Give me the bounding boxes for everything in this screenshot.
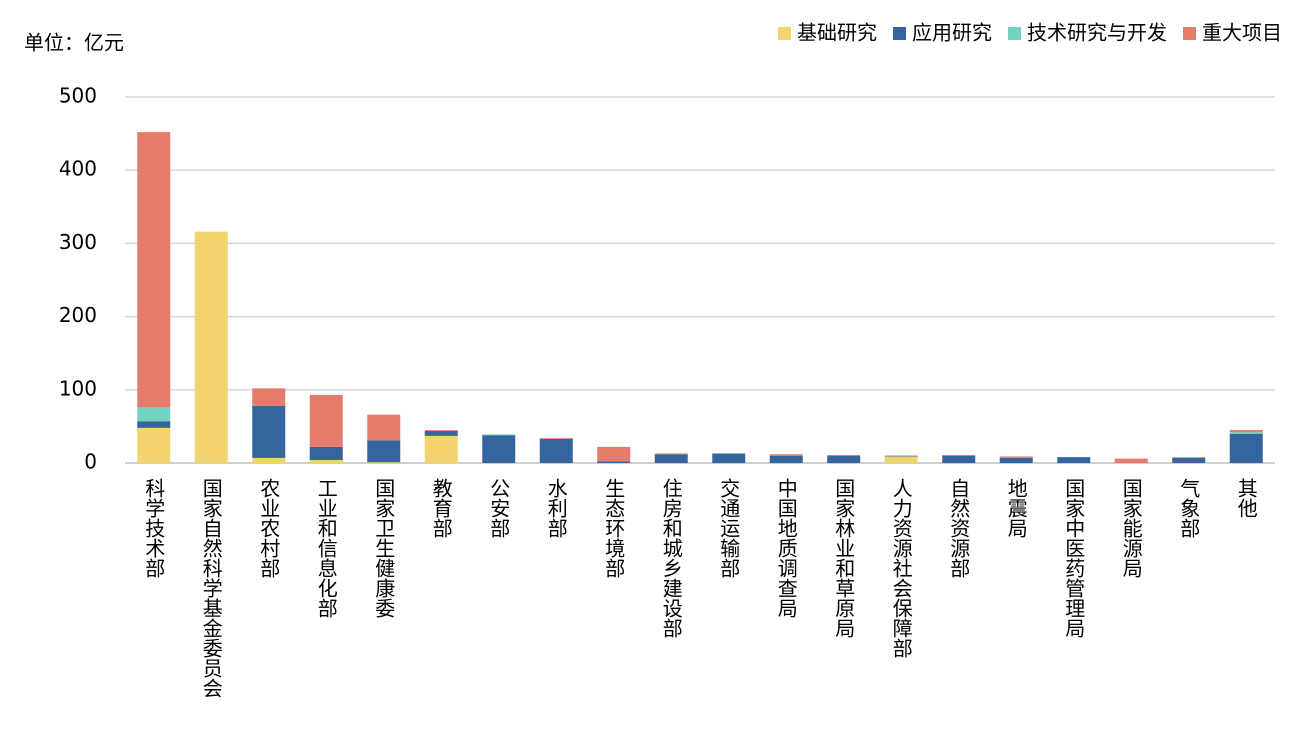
- unit-label: 单位：亿元: [24, 31, 124, 55]
- x-tick-label: 地震局: [1004, 478, 1028, 538]
- bar-segment: [424, 430, 458, 431]
- legend-label: 技术研究与开发: [1027, 21, 1167, 45]
- x-tick-label: 国家自然科学基金委员会: [199, 478, 223, 698]
- bar-segment: [1229, 432, 1263, 434]
- y-tick-label: 300: [59, 230, 97, 254]
- x-tick-label: 人力资源社会保障部: [889, 478, 913, 658]
- x-tick-label: 其他: [1234, 478, 1258, 518]
- bar-segment: [367, 414, 401, 441]
- bar-segment: [1229, 430, 1263, 433]
- y-tick-label: 500: [59, 84, 97, 108]
- bar-segment: [309, 394, 343, 447]
- bar-segment: [252, 457, 286, 463]
- bar-segment: [137, 427, 171, 463]
- y-tick-label: 0: [84, 450, 97, 474]
- x-tick-label: 中国地质调查局: [774, 478, 798, 618]
- x-tick-label: 住房和城乡建设部: [659, 478, 683, 638]
- x-tick-label: 国家中医药管理局: [1062, 478, 1086, 638]
- bar-segment: [942, 455, 976, 463]
- x-tick-label: 公安部: [487, 478, 511, 538]
- legend-swatch: [778, 27, 791, 40]
- bar-segment: [482, 434, 516, 436]
- bar-segment: [597, 446, 631, 462]
- bar-segment: [1229, 433, 1263, 463]
- y-tick-label: 200: [59, 303, 97, 327]
- bar-segment: [884, 456, 918, 463]
- bar-segment: [654, 454, 688, 463]
- bar-segment: [999, 457, 1033, 463]
- x-tick-label: 交通运输部: [717, 478, 741, 578]
- bar-segment: [539, 438, 573, 439]
- legend-label: 重大项目: [1202, 21, 1282, 45]
- bar-segment: [137, 407, 171, 422]
- legend-swatch: [1008, 27, 1021, 40]
- x-tick-label: 自然资源部: [947, 478, 971, 578]
- bar-segment: [884, 455, 918, 457]
- bar-segment: [827, 455, 861, 463]
- legend-swatch: [893, 27, 906, 40]
- bar-segment: [942, 454, 976, 456]
- bar-segment: [367, 440, 401, 463]
- x-tick-label: 科学技术部: [142, 478, 166, 578]
- bar-segment: [1114, 458, 1148, 463]
- legend-swatch: [1183, 27, 1196, 40]
- x-tick-label: 气象部: [1177, 478, 1201, 538]
- bar-segment: [769, 454, 803, 456]
- bar-segment: [252, 405, 286, 458]
- x-tick-label: 国家卫生健康委: [372, 478, 396, 618]
- x-tick-label: 国家林业和草原局: [832, 478, 856, 638]
- bar-segment: [712, 453, 746, 463]
- bar-segment: [482, 435, 516, 463]
- x-tick-label: 工业和信息化部: [314, 478, 338, 618]
- bar-segment: [827, 454, 861, 456]
- y-tick-label: 100: [59, 376, 97, 400]
- bar-segment: [1172, 457, 1206, 458]
- x-tick-label: 农业农村部: [257, 478, 281, 578]
- bar-segment: [367, 462, 401, 463]
- x-tick-label: 水利部: [544, 478, 568, 538]
- bar-segment: [137, 132, 171, 408]
- bar-segment: [309, 446, 343, 461]
- legend-label: 基础研究: [797, 21, 877, 45]
- bar-segment: [194, 231, 228, 463]
- x-tick-label: 生态环境部: [602, 478, 626, 578]
- bar-segment: [999, 456, 1033, 458]
- bar-segment: [597, 461, 631, 463]
- bar-segment: [539, 438, 573, 463]
- bar-segment: [654, 453, 688, 455]
- x-tick-label: 教育部: [429, 478, 453, 538]
- bar-segment: [1172, 457, 1206, 463]
- bar-segment: [424, 435, 458, 463]
- legend-label: 应用研究: [912, 21, 992, 45]
- bar-segment: [1057, 457, 1091, 463]
- bar-segment: [309, 460, 343, 463]
- bar-segment: [252, 388, 286, 406]
- bar-segment: [137, 421, 171, 428]
- y-tick-label: 400: [59, 157, 97, 181]
- bar-segment: [424, 430, 458, 436]
- bar-segment: [769, 455, 803, 463]
- x-tick-label: 国家能源局: [1119, 478, 1143, 578]
